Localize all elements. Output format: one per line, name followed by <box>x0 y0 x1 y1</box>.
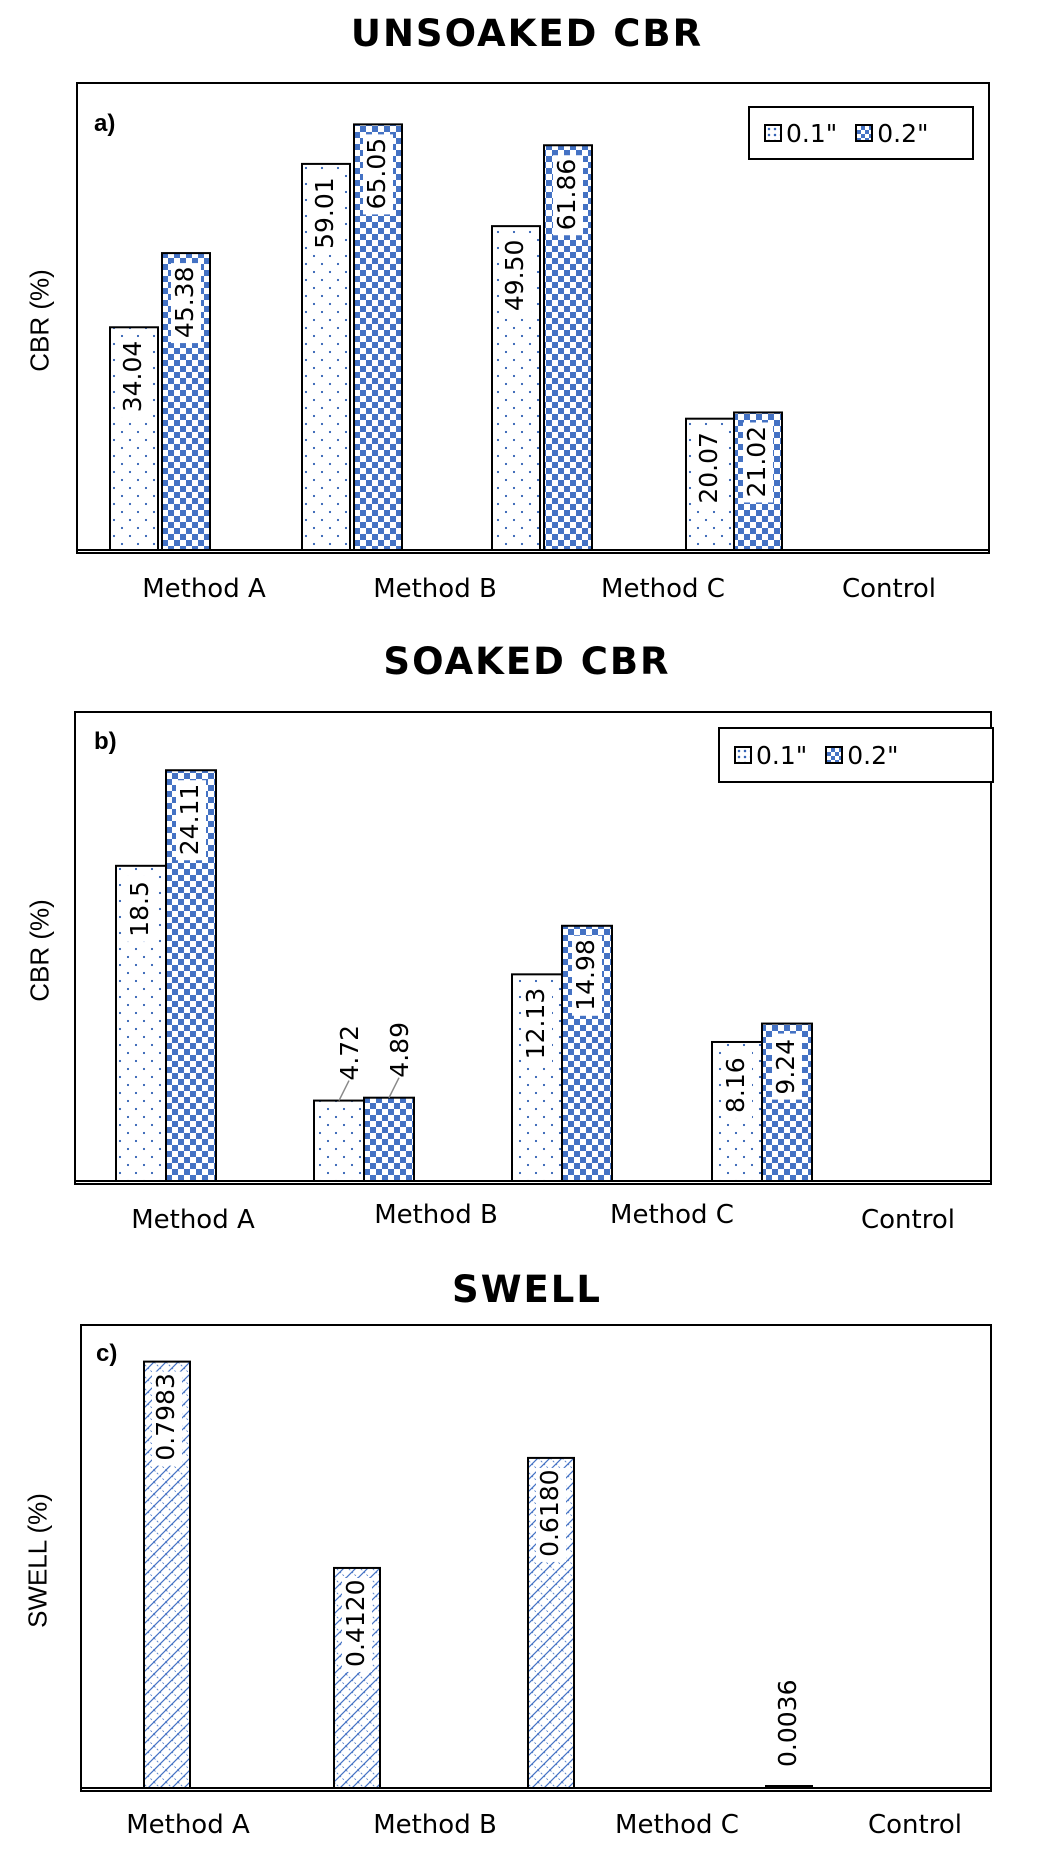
panel-c-title: SWELL <box>452 1268 602 1311</box>
legend-label: 0.1" <box>786 118 838 148</box>
panel-c-plot: 0.7983 0.4120 0.6180 0.0036 <box>82 1360 990 1790</box>
legend-item-0.2: 0.2" <box>855 118 929 148</box>
data-label: 24.11 <box>175 784 204 856</box>
panel-c-x-tick-label: Method C <box>615 1810 739 1840</box>
data-label: 34.04 <box>118 341 147 413</box>
data-label-background <box>743 422 773 503</box>
panel-c-y-axis-label: SWELL (%) <box>22 1493 53 1628</box>
panel-b-letter: b) <box>94 728 117 755</box>
legend-item-0.1: 0.1" <box>734 741 807 770</box>
checker-swatch-icon <box>825 746 844 764</box>
legend-label: 0.2" <box>847 740 899 770</box>
dots-swatch-icon <box>764 124 782 142</box>
data-label-background <box>363 134 393 215</box>
data-label: 0.0036 <box>773 1680 802 1767</box>
data-label: 0.6180 <box>535 1469 564 1556</box>
data-label: 14.98 <box>571 939 600 1011</box>
bar-method-b-series-1 <box>363 1096 415 1183</box>
legend-item-0.1: 0.1" <box>764 119 837 148</box>
data-label: 20.07 <box>694 432 723 504</box>
data-label-background <box>522 984 552 1065</box>
data-label: 65.05 <box>362 138 391 210</box>
data-label: 0.7983 <box>151 1373 180 1460</box>
panel-b-x-tick-label: Method C <box>610 1200 734 1230</box>
data-label-background <box>152 1371 182 1466</box>
panel-a-title: UNSOAKED CBR <box>350 12 704 55</box>
panel-a-x-tick-label: Method B <box>373 574 497 604</box>
data-label-background <box>553 155 583 236</box>
panel-c-x-tick-label: Method A <box>126 1810 250 1840</box>
data-label: 59.01 <box>310 177 339 249</box>
data-label-background <box>695 428 725 509</box>
data-label-background <box>176 780 206 861</box>
data-label-background <box>342 1577 372 1672</box>
panel-b-title: SOAKED CBR <box>383 640 671 683</box>
panel-b-y-axis-label: CBR (%) <box>24 899 55 1002</box>
data-label-background <box>501 236 531 317</box>
data-label-background <box>126 875 156 942</box>
data-label-background <box>311 173 341 254</box>
data-label: 21.02 <box>742 426 771 498</box>
data-label-background <box>772 1033 802 1100</box>
data-label-background <box>572 935 602 1016</box>
data-label: 12.13 <box>521 988 550 1060</box>
panel-b-x-tick-label: Control <box>861 1205 955 1235</box>
panel-b-plot: 18.5 4.72 12.13 8.16 24.11 4.89 14.98 9.24 <box>76 769 990 1183</box>
data-label-background <box>722 1051 752 1118</box>
panel-a-legend: 0.1" 0.2" <box>748 106 974 160</box>
data-label: 61.86 <box>552 159 581 231</box>
data-label-background <box>119 337 149 418</box>
dots-swatch-icon <box>734 746 752 764</box>
legend-label: 0.2" <box>877 118 929 148</box>
panel-c-x-tick-label: Method B <box>373 1810 497 1840</box>
panel-a-y-axis-label: CBR (%) <box>24 269 55 372</box>
panel-b-x-tick-label: Method A <box>131 1205 255 1235</box>
legend-item-0.2: 0.2" <box>825 740 899 770</box>
panel-b-x-tick-label: Method B <box>374 1200 498 1230</box>
data-label: 45.38 <box>170 267 199 339</box>
panel-c-letter: c) <box>96 1340 118 1367</box>
data-label-background <box>171 263 201 344</box>
leader-line <box>338 1080 350 1101</box>
checker-swatch-icon <box>855 124 874 142</box>
leader-line <box>388 1077 400 1099</box>
data-label: 8.16 <box>721 1057 750 1113</box>
data-label: 4.72 <box>335 1025 364 1081</box>
bar-method-b-series-0 <box>313 1099 365 1182</box>
panel-a-x-tick-label: Method C <box>601 574 725 604</box>
data-label: 4.89 <box>385 1022 414 1078</box>
panel-a-x-tick-label: Method A <box>142 574 266 604</box>
legend-label: 0.1" <box>756 740 808 770</box>
panel-c-x-tick-label: Control <box>868 1810 962 1840</box>
bar-method-c-series-1 <box>543 144 593 552</box>
panel-a-letter: a) <box>94 110 116 137</box>
data-label: 9.24 <box>771 1039 800 1095</box>
data-label-background <box>536 1467 566 1562</box>
data-label: 18.5 <box>125 881 154 937</box>
panel-b-legend: 0.1" 0.2" <box>718 727 994 783</box>
data-label-background <box>774 1678 804 1772</box>
data-label: 49.50 <box>500 240 529 312</box>
panel-a-plot: 34.04 59.01 49.50 20.07 45.38 65.05 61.86 21.02 <box>78 123 988 552</box>
data-label: 0.4120 <box>341 1579 370 1666</box>
panel-a-x-tick-label: Control <box>842 574 936 604</box>
